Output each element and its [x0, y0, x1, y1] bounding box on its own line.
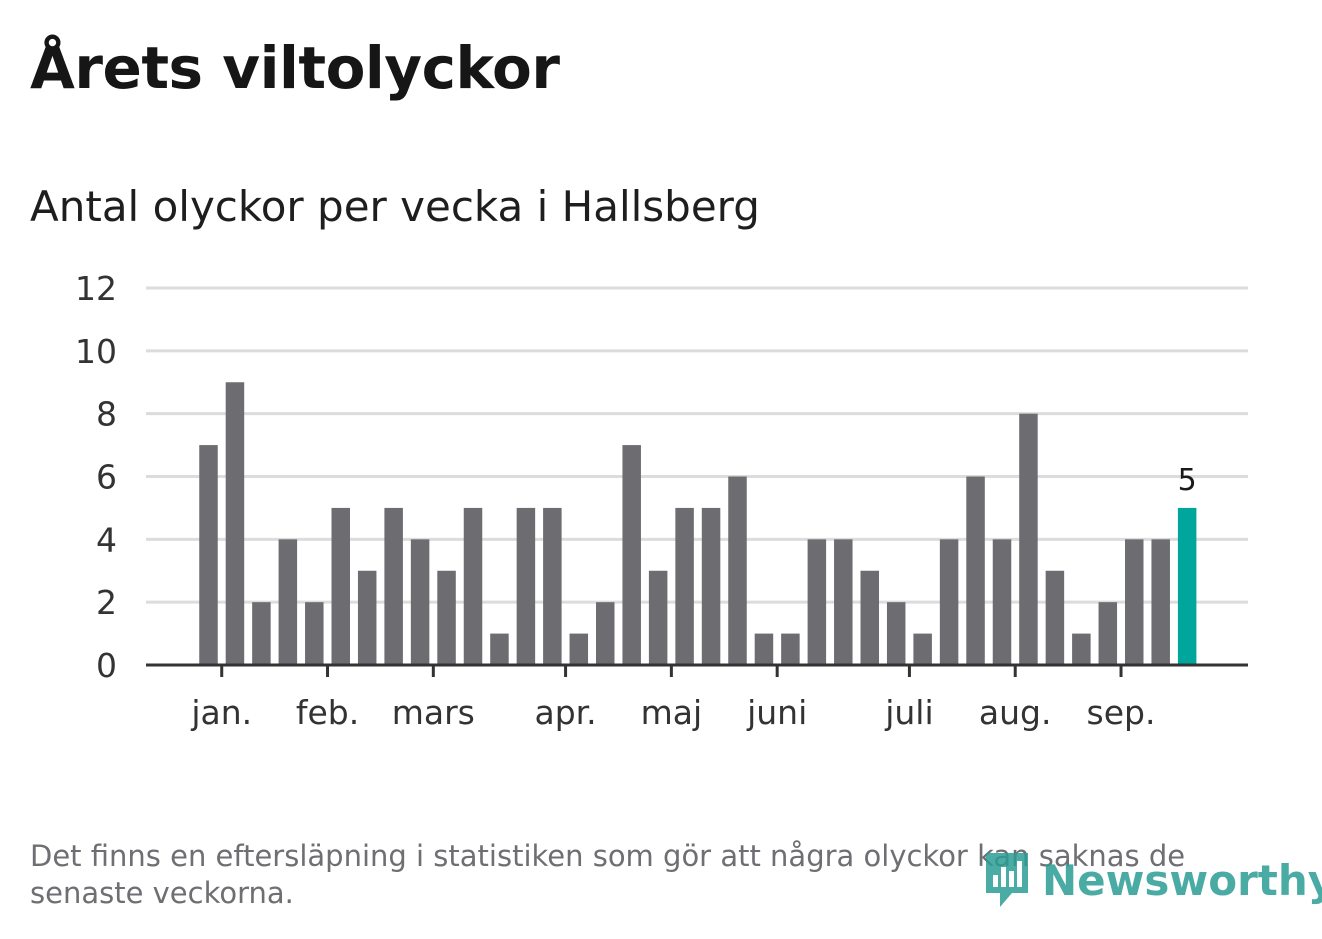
bar: [384, 507, 403, 665]
x-tick-label: feb.: [296, 693, 359, 732]
x-tick-label: sep.: [1087, 693, 1156, 732]
bar: [252, 602, 271, 665]
bar: [437, 570, 456, 665]
bar: [357, 570, 377, 665]
newsworthy-logo: Newsworthy: [982, 848, 1322, 912]
x-tick-label: maj: [641, 693, 703, 732]
bar: [410, 539, 430, 665]
bar: [331, 507, 350, 665]
bar: [1072, 633, 1091, 665]
x-tick-label: jan.: [190, 693, 252, 732]
grid-lines: [146, 286, 1248, 604]
y-tick-label: 10: [75, 332, 117, 371]
y-tick-label: 12: [75, 269, 117, 308]
bar: [992, 539, 1012, 665]
bars: [199, 382, 1197, 665]
y-axis-ticks: 0 2 4 6 8 10 12: [75, 269, 117, 685]
bar: [754, 633, 774, 665]
bar: [1045, 570, 1065, 665]
x-tick-label: mars: [392, 693, 475, 732]
bar: [939, 539, 959, 665]
bar: [490, 633, 509, 665]
bar-chart: 0 2 4 6 8 10 12 jan. feb. mars apr. maj juni juli aug…: [75, 269, 1248, 732]
chart-subtitle: Antal olyckor per vecka i Hallsberg: [30, 182, 760, 231]
y-tick-label: 4: [96, 520, 117, 559]
x-tick-label: juli: [884, 693, 933, 732]
bar: [569, 633, 589, 665]
x-axis: jan. feb. mars apr. maj juni juli aug. sep.: [146, 663, 1248, 732]
bar: [622, 445, 641, 665]
y-tick-label: 6: [96, 458, 117, 497]
bar: [516, 507, 536, 665]
bar: [1125, 539, 1144, 665]
bar: [648, 570, 668, 665]
newsworthy-chart-bubble-icon: [986, 853, 1028, 907]
bar: [886, 602, 906, 665]
bar: [463, 507, 483, 665]
x-tick-label: apr.: [534, 693, 596, 732]
bar: [701, 507, 721, 665]
y-tick-label: 0: [96, 646, 117, 685]
bar: [199, 445, 218, 665]
highlight-data-label: 5: [1178, 463, 1197, 498]
highlight-bar: [1177, 507, 1197, 665]
bar: [278, 539, 298, 665]
bar: [966, 476, 985, 665]
bar: [860, 570, 879, 665]
bar: [225, 382, 245, 665]
bar: [675, 507, 694, 665]
bar: [913, 633, 932, 665]
bar: [834, 539, 853, 665]
bar: [807, 539, 827, 665]
bar: [305, 602, 324, 665]
bar: [781, 633, 800, 665]
bar: [1098, 602, 1118, 665]
chart-title: Årets viltolyckor: [30, 34, 560, 102]
y-tick-label: 8: [96, 395, 117, 434]
x-tick-label: aug.: [979, 693, 1052, 732]
data-labels: 5: [1178, 463, 1197, 498]
bar: [596, 602, 615, 665]
bar: [728, 476, 747, 665]
y-tick-label: 2: [96, 583, 117, 622]
bar: [1151, 539, 1170, 665]
bar: [543, 507, 562, 665]
x-tick-label: juni: [746, 693, 807, 732]
newsworthy-logo-text: Newsworthy: [1042, 855, 1322, 905]
bar: [1019, 413, 1038, 665]
